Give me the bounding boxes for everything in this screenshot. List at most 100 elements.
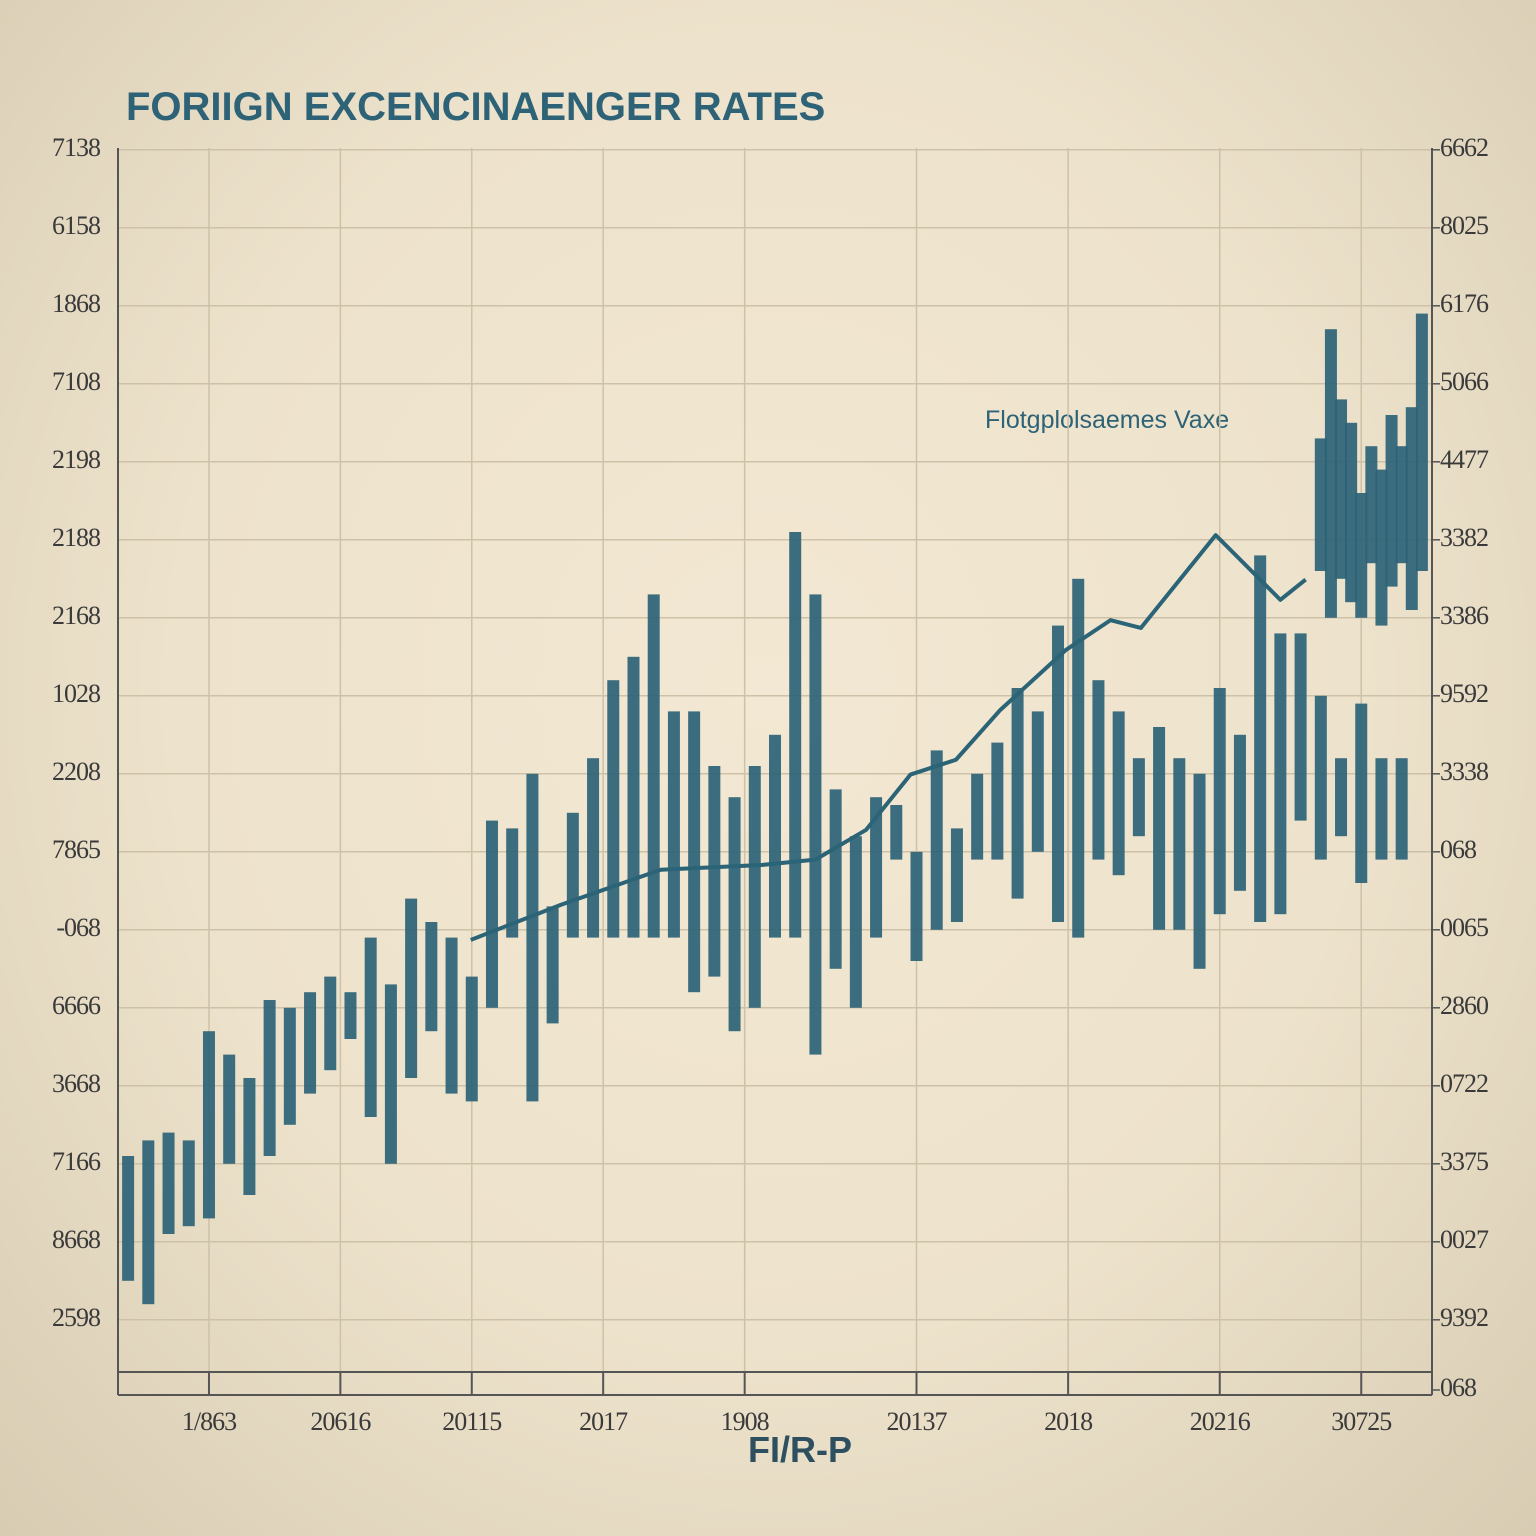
y2-tick-label: 068: [1440, 1373, 1477, 1402]
bar: [1375, 758, 1388, 860]
chart-title: FORIIGN EXCENCINAENGER RATES: [126, 85, 825, 129]
bar: [1355, 703, 1368, 883]
bar: [1213, 688, 1226, 915]
bar: [162, 1132, 175, 1234]
bar: [223, 1054, 236, 1164]
bar: [1335, 758, 1348, 837]
bar: [1132, 758, 1145, 837]
bar: [1153, 727, 1166, 930]
bar: [1345, 422, 1358, 603]
bar: [425, 922, 438, 1032]
bar: [465, 976, 478, 1102]
y2-tick-label: 6176: [1440, 289, 1489, 318]
bar: [1385, 415, 1398, 587]
y2-tick-label: 5066: [1440, 367, 1489, 396]
x-tick-label: 1/863: [182, 1407, 236, 1436]
bar: [1375, 469, 1388, 626]
bar: [304, 992, 317, 1094]
y-tick-label: 8668: [52, 1225, 101, 1254]
x-tick-label: 2018: [1044, 1407, 1093, 1436]
x-tick-label: 30725: [1331, 1407, 1391, 1436]
bar: [546, 906, 559, 1024]
y2-tick-label: 2860: [1440, 991, 1489, 1020]
x-tick-label: 1908: [721, 1407, 770, 1436]
y-tick-label: 1028: [52, 679, 101, 708]
bar: [607, 680, 620, 938]
bar: [1395, 446, 1408, 564]
bar: [1274, 633, 1287, 915]
bar: [485, 820, 498, 1008]
bar: [1324, 329, 1337, 618]
bar: [829, 789, 842, 969]
y2-tick-label: 9392: [1440, 1303, 1488, 1332]
bar: [647, 594, 660, 938]
bar: [627, 656, 640, 938]
bar: [182, 1140, 195, 1227]
bar: [445, 937, 458, 1094]
y2-tick-label: 0027: [1440, 1225, 1489, 1254]
annotation: Flotgplolsaemes Vaxe: [985, 406, 1229, 434]
y2-tick-label: 8025: [1440, 211, 1488, 240]
bar: [991, 742, 1004, 860]
bar: [1314, 695, 1327, 860]
bar: [930, 750, 943, 930]
y2-tick-label: 3375: [1440, 1147, 1488, 1176]
y-tick-label: 2168: [52, 601, 101, 630]
y-tick-label: 6666: [52, 991, 101, 1020]
y-tick-label: 7865: [52, 835, 100, 864]
y-tick-label: 7166: [52, 1147, 101, 1176]
bar: [566, 812, 579, 938]
bar: [1193, 773, 1206, 969]
y2-tick-label: 9592: [1440, 679, 1488, 708]
bar: [1112, 711, 1125, 876]
y2-tick-label: 3338: [1440, 757, 1489, 786]
bar: [122, 1156, 135, 1281]
bar: [1355, 493, 1368, 618]
bar: [263, 1000, 276, 1156]
bar: [688, 711, 701, 993]
bar: [950, 828, 963, 922]
bar: [324, 976, 337, 1071]
bar: [1395, 758, 1408, 860]
y-tick-label: 2198: [52, 445, 101, 474]
bar: [1011, 688, 1024, 899]
bar: [1092, 680, 1105, 860]
bar: [587, 758, 600, 938]
axes: [117, 148, 1433, 1396]
bar: [283, 1007, 296, 1125]
y2-tick-label: 6662: [1440, 133, 1488, 162]
y2-tick-label: 3382: [1440, 523, 1488, 552]
y2-tick-label: 068: [1440, 835, 1477, 864]
bar: [405, 898, 418, 1078]
bar: [1072, 578, 1085, 938]
y2-tick-label: 0722: [1440, 1069, 1488, 1098]
x-tick-label: 2017: [579, 1407, 628, 1436]
bar: [364, 937, 377, 1117]
y2-tick-label: 0065: [1440, 913, 1488, 942]
bar: [1031, 711, 1044, 852]
y-tick-label: 3668: [52, 1069, 101, 1098]
bar: [748, 766, 761, 1008]
bar: [1173, 758, 1186, 930]
bar: [910, 851, 923, 961]
bar: [344, 992, 357, 1039]
bar: [728, 797, 741, 1032]
y-tick-label: 7108: [52, 367, 101, 396]
bar: [526, 773, 539, 1102]
bar: [142, 1140, 155, 1305]
y2-tick-label: 3386: [1440, 601, 1489, 630]
bar: [849, 836, 862, 1008]
bar: [809, 594, 822, 1055]
x-axis-title: FI/R-P: [748, 1429, 852, 1470]
trend-line: [470, 533, 1307, 942]
bar: [789, 532, 802, 938]
bar: [1415, 313, 1428, 571]
bar: [1335, 399, 1348, 579]
bar: [202, 1031, 215, 1219]
bar: [1294, 633, 1307, 821]
y-tick-label: 2598: [52, 1303, 101, 1332]
bar: [667, 711, 680, 938]
y-tick-label: 7138: [52, 133, 101, 162]
x-tick-label: 20216: [1190, 1407, 1251, 1436]
